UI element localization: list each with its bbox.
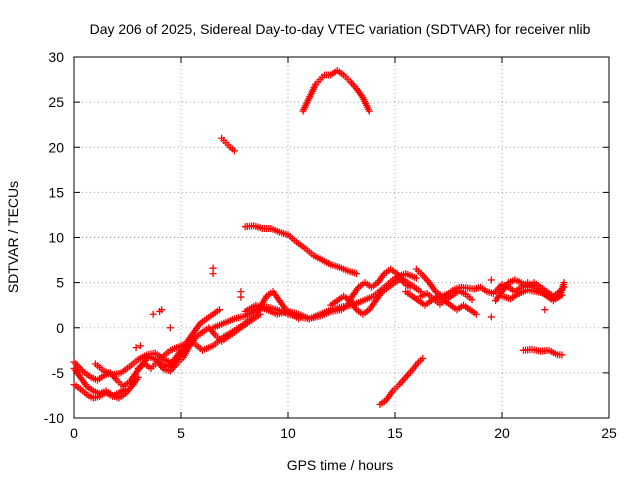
y-tick-label: -5	[52, 365, 65, 381]
y-tick-label: 15	[48, 184, 64, 200]
data-point	[166, 324, 174, 332]
data-point	[419, 354, 427, 362]
data-point	[136, 342, 144, 350]
data-point	[487, 276, 495, 284]
data-points	[70, 67, 568, 408]
data-point	[352, 270, 360, 278]
data-point	[541, 306, 549, 314]
y-tick-label: 0	[56, 320, 64, 336]
y-axis-title: SDTVAR / TECUs	[5, 181, 21, 293]
data-point	[558, 291, 566, 299]
y-tick-label: 30	[48, 49, 64, 65]
y-tick-label: 20	[48, 139, 64, 155]
data-point	[558, 351, 566, 359]
chart-title: Day 206 of 2025, Sidereal Day-to-day VTE…	[90, 21, 591, 37]
data-point	[121, 385, 129, 393]
data-point	[412, 274, 420, 282]
ticks: 0 5 10 15 20 25 -10 -5 0 5 10 15 20 25 30	[44, 49, 617, 441]
data-point	[487, 313, 495, 321]
x-tick-label: 15	[387, 425, 403, 441]
data-point	[472, 310, 480, 318]
data-point	[231, 147, 238, 155]
x-tick-label: 25	[601, 425, 617, 441]
x-tick-label: 10	[280, 425, 296, 441]
data-point	[149, 310, 157, 318]
data-point	[216, 306, 224, 314]
data-point	[237, 293, 245, 301]
data-point	[132, 344, 140, 352]
data-point	[209, 264, 217, 272]
y-tick-label: 10	[48, 230, 64, 246]
data-point	[365, 107, 373, 115]
data-point	[468, 296, 476, 304]
y-tick-label: 25	[48, 94, 64, 110]
y-tick-label: 5	[56, 275, 64, 291]
x-axis-title: GPS time / hours	[287, 457, 394, 473]
y-tick-label: -10	[44, 410, 64, 426]
data-point	[560, 279, 568, 287]
x-tick-label: 5	[177, 425, 185, 441]
data-point	[158, 306, 166, 314]
x-tick-label: 0	[70, 425, 78, 441]
x-tick-label: 20	[494, 425, 510, 441]
